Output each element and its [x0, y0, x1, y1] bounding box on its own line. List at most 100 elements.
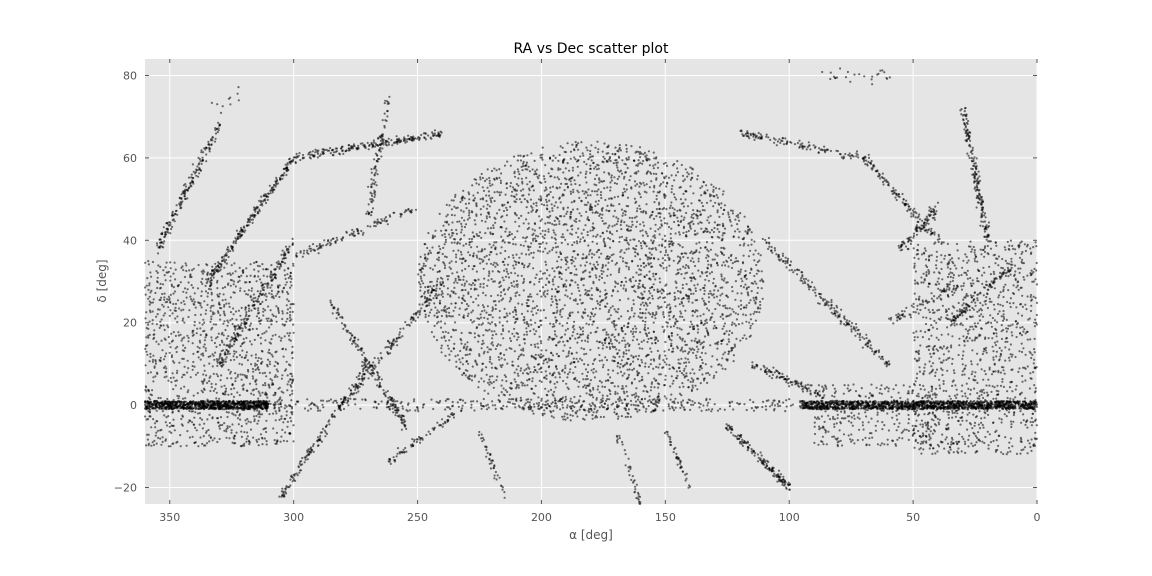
- data-point: [701, 373, 704, 376]
- data-point: [597, 346, 600, 350]
- data-point: [530, 251, 533, 255]
- data-point: [718, 230, 721, 233]
- data-point: [686, 256, 690, 259]
- data-point: [682, 265, 685, 268]
- data-point: [571, 169, 575, 172]
- data-point: [670, 350, 674, 353]
- data-point: [495, 333, 498, 336]
- data-point: [493, 167, 496, 170]
- data-point: [570, 225, 573, 228]
- data-point: [741, 262, 745, 265]
- data-point: [628, 179, 631, 182]
- data-point: [627, 408, 631, 411]
- data-point: [480, 347, 483, 350]
- data-point: [713, 374, 716, 377]
- data-point: [484, 220, 487, 223]
- data-point: [631, 223, 634, 226]
- data-point: [678, 392, 682, 395]
- data-point: [624, 213, 627, 216]
- data-point: [558, 340, 561, 343]
- data-point: [591, 362, 595, 365]
- data-point: [702, 181, 705, 184]
- data-point: [532, 232, 535, 235]
- data-point: [230, 402, 233, 405]
- data-point: [545, 407, 549, 410]
- data-point: [574, 402, 577, 405]
- data-point: [613, 325, 616, 328]
- data-point: [694, 384, 697, 387]
- data-point: [576, 341, 579, 344]
- data-point: [477, 250, 480, 253]
- data-point: [755, 296, 758, 299]
- data-point: [535, 204, 538, 207]
- data-point: [557, 355, 561, 358]
- data-point: [228, 401, 231, 404]
- data-point: [489, 348, 492, 351]
- data-point: [638, 282, 641, 285]
- data-point: [579, 357, 582, 360]
- data-point: [716, 347, 719, 350]
- data-point: [656, 349, 660, 352]
- data-point: [475, 233, 478, 236]
- data-point: [625, 150, 628, 153]
- data-point: [517, 386, 520, 389]
- data-point: [537, 396, 540, 399]
- data-point: [658, 354, 661, 357]
- data-point: [501, 379, 504, 382]
- data-point: [470, 240, 473, 243]
- data-point: [589, 164, 592, 167]
- data-point: [508, 231, 511, 234]
- data-point: [513, 267, 516, 270]
- data-point: [451, 315, 454, 318]
- data-point: [516, 274, 520, 277]
- data-point: [665, 185, 668, 188]
- data-point: [673, 220, 676, 224]
- data-point: [593, 177, 597, 181]
- data-point: [462, 314, 465, 317]
- data-point: [448, 359, 451, 362]
- data-point: [712, 282, 715, 285]
- data-point: [212, 401, 215, 404]
- data-point: [661, 238, 664, 241]
- data-point: [714, 187, 718, 190]
- data-point: [676, 268, 679, 271]
- data-point: [627, 268, 631, 271]
- data-point: [588, 271, 591, 274]
- data-point: [745, 288, 748, 291]
- data-point: [479, 213, 483, 216]
- data-point: [487, 274, 490, 277]
- data-point: [531, 228, 534, 231]
- data-point: [548, 250, 551, 253]
- data-point: [707, 250, 710, 253]
- data-point: [481, 362, 484, 365]
- data-point: [608, 342, 611, 345]
- data-point: [448, 266, 451, 269]
- data-point: [450, 208, 453, 211]
- data-point: [598, 278, 601, 281]
- data-point: [599, 301, 602, 304]
- data-point: [600, 381, 603, 384]
- data-point: [541, 403, 544, 406]
- data-point: [591, 417, 594, 420]
- data-point: [639, 308, 642, 311]
- data-point: [585, 191, 588, 194]
- data-point: [650, 265, 653, 268]
- data-point: [656, 396, 659, 399]
- data-point: [516, 338, 519, 341]
- data-point: [683, 277, 686, 280]
- data-point: [646, 256, 649, 259]
- data-point: [420, 277, 423, 280]
- data-point: [433, 314, 436, 317]
- data-point: [523, 333, 526, 336]
- data-point: [544, 387, 547, 390]
- data-point: [651, 297, 654, 300]
- data-point: [640, 379, 643, 382]
- data-point: [498, 282, 501, 285]
- data-point: [717, 363, 720, 366]
- data-point: [700, 227, 703, 230]
- data-point: [527, 295, 530, 298]
- data-point: [699, 213, 703, 216]
- data-point: [507, 256, 510, 259]
- data-point: [443, 322, 447, 325]
- data-point: [577, 191, 580, 194]
